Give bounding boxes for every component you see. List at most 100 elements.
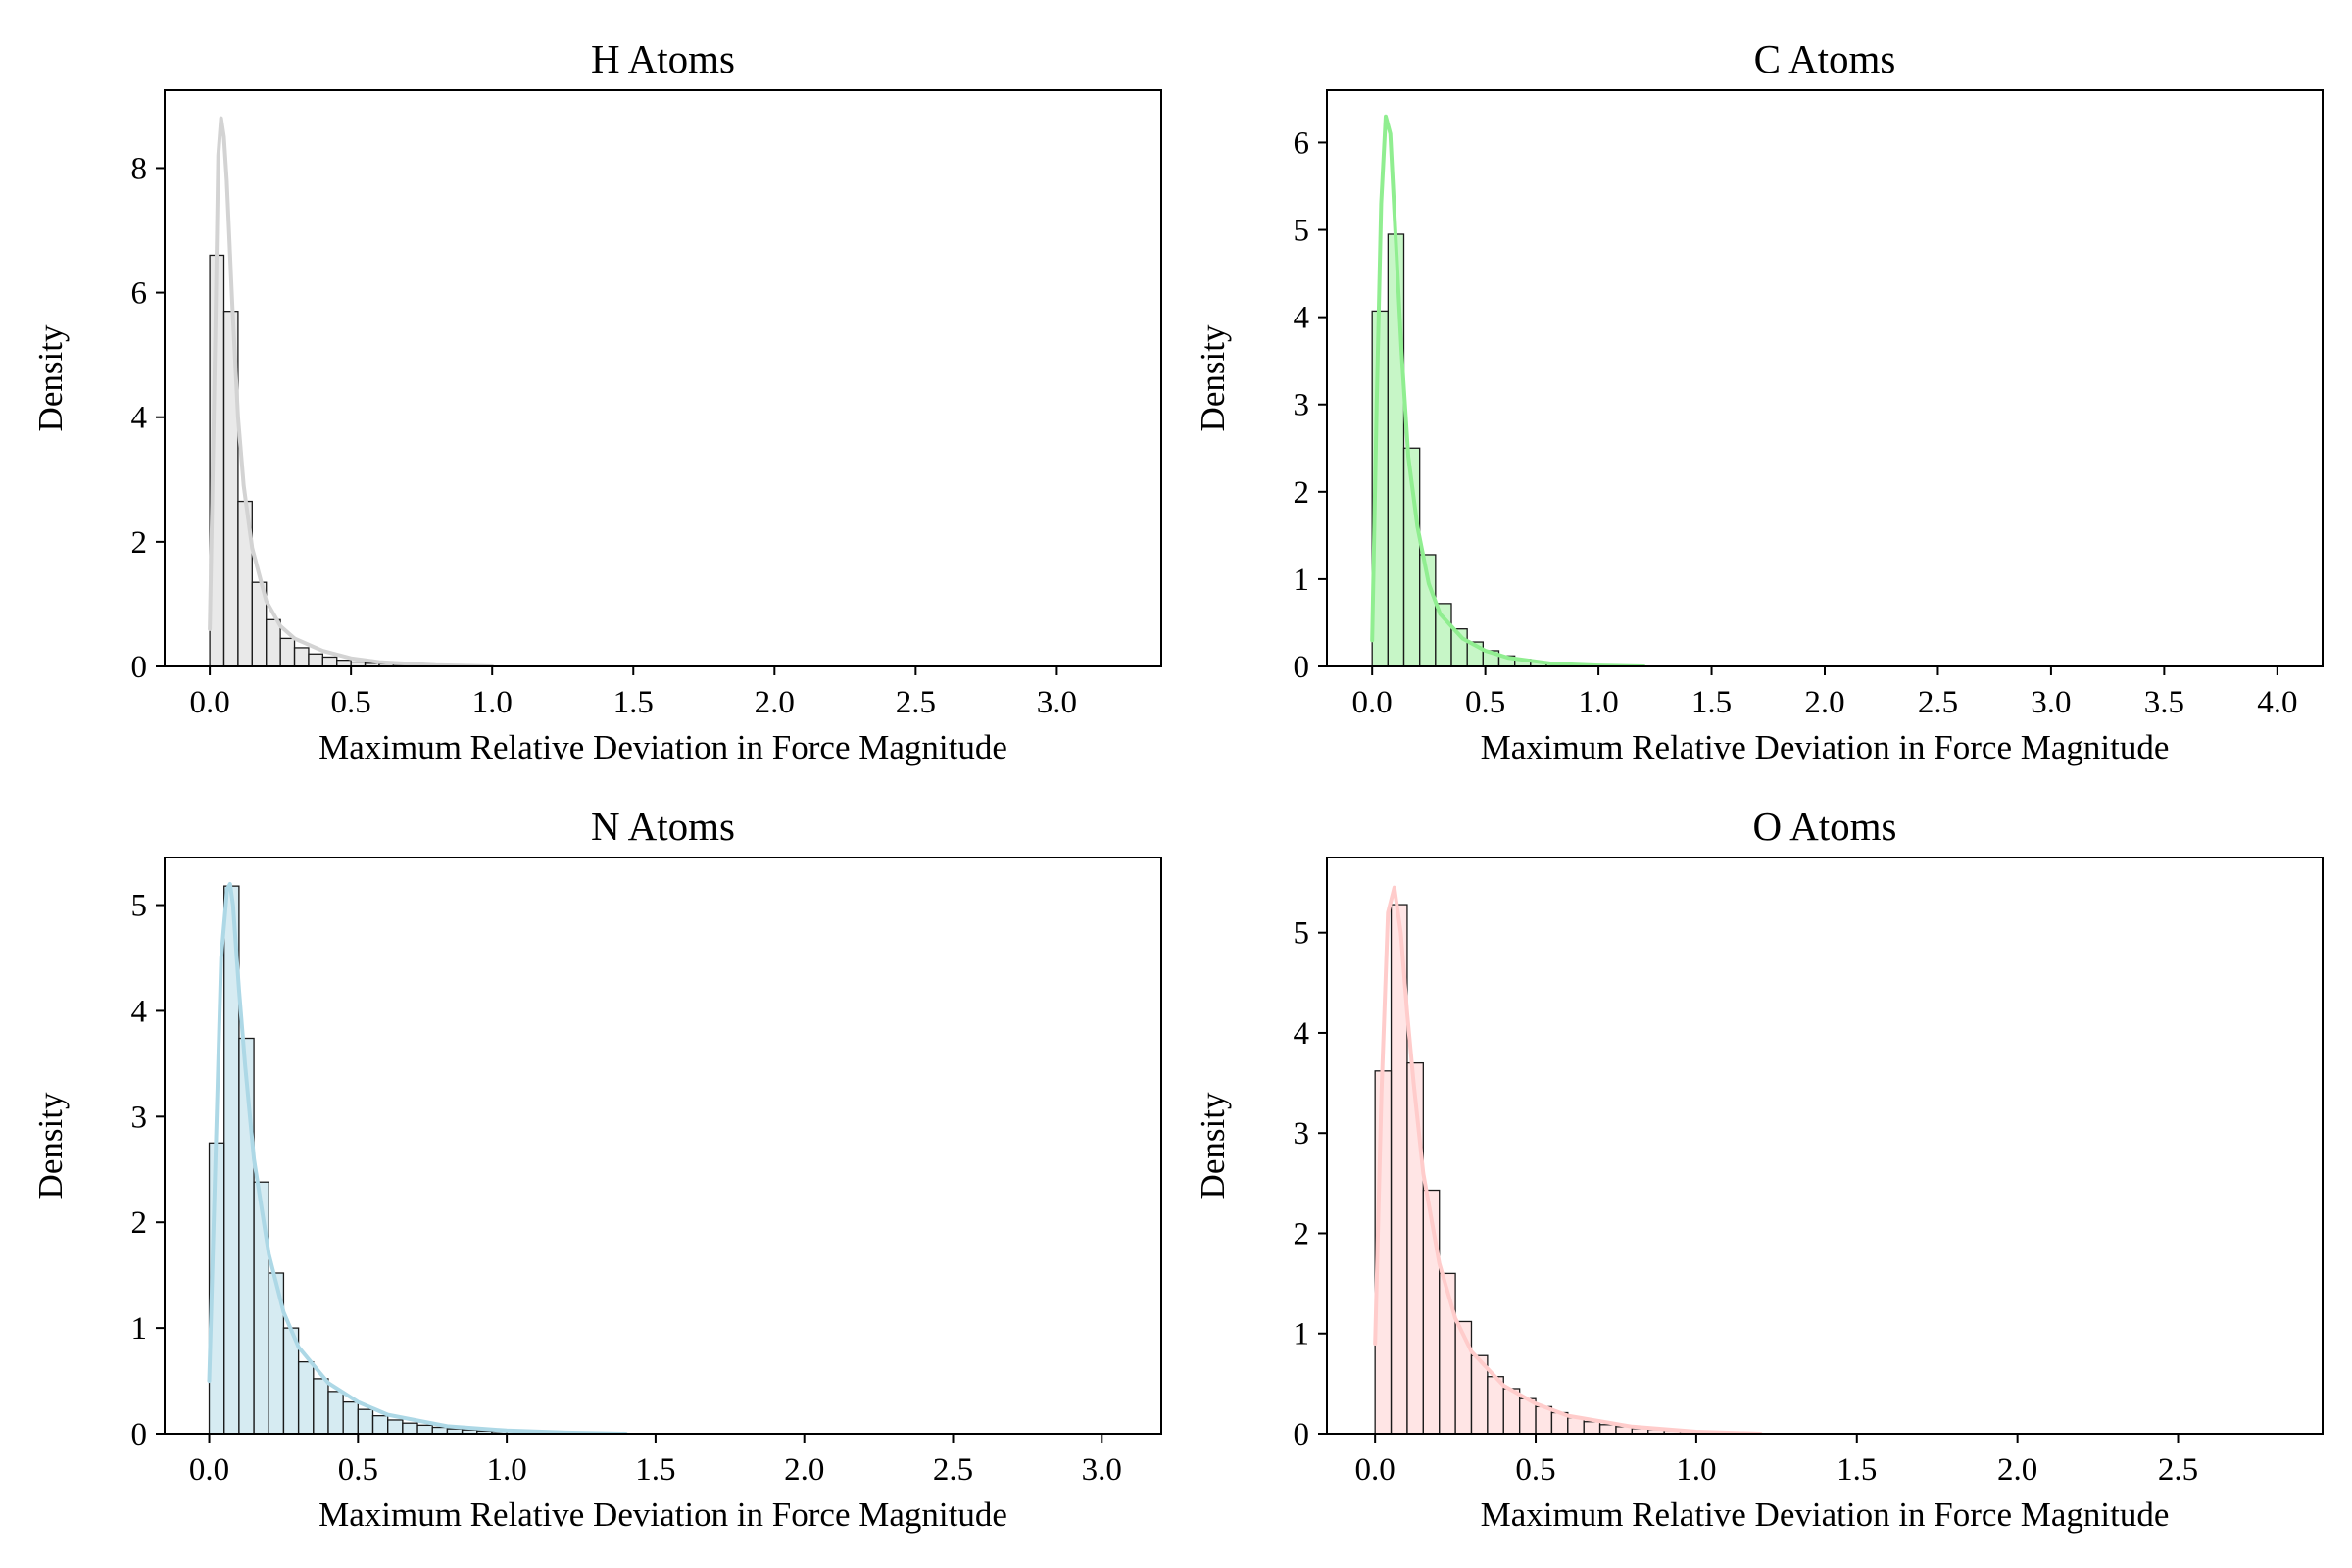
x-tick-label: 3.0 (1037, 685, 1077, 720)
chart-panel-3: 0.0 0.5 1.0 1.5 2.0 2.5 0 1 2 3 4 5 O Atoms Maximum R… (1194, 804, 2324, 1534)
y-tick-label: 1 (1294, 563, 1310, 598)
histogram-bar (1387, 233, 1405, 666)
chart-title: C Atoms (1754, 36, 1896, 81)
y-tick-label: 0 (131, 650, 148, 685)
x-tick-label: 0.0 (1355, 1452, 1396, 1488)
histogram-bar (402, 1422, 418, 1434)
plot-area (208, 116, 495, 666)
x-tick-label: 1.5 (1837, 1452, 1877, 1488)
x-tick-label: 4.0 (2257, 685, 2297, 720)
x-tick-label: 2.5 (1918, 685, 1958, 720)
histogram-bar (371, 1415, 389, 1434)
x-tick-label: 1.0 (1676, 1452, 1716, 1488)
y-tick-label: 6 (1294, 125, 1310, 161)
y-axis-label: Density (31, 324, 70, 431)
histogram-bar (1583, 1421, 1601, 1434)
axes-frame (1326, 89, 2324, 667)
x-tick-label: 1.5 (613, 685, 654, 720)
histogram-bar (279, 637, 296, 666)
y-tick-label: 2 (1294, 1216, 1310, 1251)
histogram-bar (416, 1424, 433, 1434)
x-tick-label: 3.0 (1082, 1452, 1122, 1488)
y-tick-label: 6 (131, 276, 148, 312)
x-tick-label: 0.5 (1465, 685, 1505, 720)
chart-title: O Atoms (1753, 804, 1897, 849)
x-tick-label: 0.0 (189, 1452, 229, 1488)
histogram-bar (342, 1400, 359, 1434)
y-tick-label: 4 (1294, 301, 1310, 336)
x-tick-label: 2.0 (755, 685, 795, 720)
y-tick-label: 1 (1294, 1317, 1310, 1352)
histogram-bar (321, 656, 338, 666)
y-tick-label: 3 (1294, 388, 1310, 423)
y-tick-label: 0 (1294, 1417, 1310, 1452)
histogram-bar (1598, 1424, 1617, 1434)
y-tick-label: 4 (131, 401, 148, 436)
y-tick-label: 4 (131, 994, 148, 1029)
x-axis-label: Maximum Relative Deviation in Force Magn… (318, 728, 1007, 766)
x-tick-label: 1.5 (1691, 685, 1732, 720)
kde-line (1373, 885, 1763, 1434)
y-tick-label: 4 (1294, 1016, 1310, 1052)
axes-frame (164, 857, 1162, 1435)
x-tick-label: 1.0 (1578, 685, 1618, 720)
y-tick-label: 5 (1294, 214, 1310, 249)
histogram-bar (253, 1181, 270, 1434)
x-tick-label: 2.0 (784, 1452, 824, 1488)
y-axis-label: Density (1194, 324, 1232, 431)
plot-area (207, 882, 628, 1434)
y-tick-label: 3 (131, 1100, 148, 1135)
histogram-bar (266, 618, 281, 666)
x-tick-label: 0.5 (331, 685, 371, 720)
x-tick-label: 3.5 (2144, 685, 2184, 720)
x-axis-label: Maximum Relative Deviation in Force Magn… (318, 1495, 1007, 1534)
x-tick-label: 1.5 (635, 1452, 675, 1488)
plot-area (1370, 114, 1646, 666)
axes-frame (1326, 857, 2324, 1435)
x-tick-label: 0.0 (189, 685, 229, 720)
x-tick-label: 2.5 (2158, 1452, 2198, 1488)
y-tick-label: 2 (1294, 475, 1310, 511)
chart-title: H Atoms (591, 36, 735, 81)
plot-area (1373, 885, 1763, 1434)
x-tick-label: 0.5 (338, 1452, 378, 1488)
y-tick-label: 0 (131, 1417, 148, 1452)
histogram-bar (1567, 1416, 1585, 1434)
x-axis-label: Maximum Relative Deviation in Force Magn… (1481, 728, 2170, 766)
x-tick-label: 3.0 (2031, 685, 2071, 720)
x-tick-label: 0.0 (1352, 685, 1393, 720)
chart-panel-1: 0.0 0.5 1.0 1.5 2.0 2.5 3.0 3.5 4.0 0 1 2 3 4 5 6 C Atom… (1194, 36, 2324, 766)
histogram-bar (297, 1360, 315, 1434)
histogram-bar (308, 653, 323, 666)
x-tick-label: 1.0 (472, 685, 513, 720)
y-tick-label: 0 (1294, 650, 1310, 685)
histogram-bar (293, 647, 310, 666)
x-tick-label: 1.0 (486, 1452, 526, 1488)
chart-title: N Atoms (591, 804, 735, 849)
kde-line (208, 116, 495, 666)
y-tick-label: 1 (131, 1311, 148, 1347)
x-tick-label: 2.5 (933, 1452, 973, 1488)
histogram-bar (313, 1378, 329, 1434)
kde-line (207, 882, 628, 1434)
axes-frame (164, 89, 1162, 667)
y-tick-label: 8 (131, 151, 148, 186)
chart-panel-2: 0.0 0.5 1.0 1.5 2.0 2.5 3.0 0 1 2 3 4 5 N Atoms Maximu… (31, 804, 1162, 1534)
histogram-bar (1406, 1061, 1424, 1434)
x-axis-label: Maximum Relative Deviation in Force Magn… (1481, 1495, 2170, 1534)
x-tick-label: 2.0 (1997, 1452, 2037, 1488)
x-tick-label: 0.5 (1515, 1452, 1555, 1488)
histogram-bar (387, 1419, 404, 1434)
y-tick-label: 2 (131, 1205, 148, 1241)
x-tick-label: 2.5 (896, 685, 936, 720)
histogram-bar (327, 1391, 344, 1434)
y-axis-label: Density (1194, 1092, 1232, 1199)
x-tick-label: 2.0 (1804, 685, 1844, 720)
chart-panel-0: 0.0 0.5 1.0 1.5 2.0 2.5 3.0 0 2 4 6 8 H Atoms Maximum… (31, 36, 1162, 766)
y-tick-label: 5 (131, 889, 148, 924)
y-tick-label: 3 (1294, 1116, 1310, 1152)
y-axis-label: Density (31, 1092, 70, 1199)
histogram-bar (357, 1408, 374, 1434)
kde-line (1370, 114, 1646, 666)
